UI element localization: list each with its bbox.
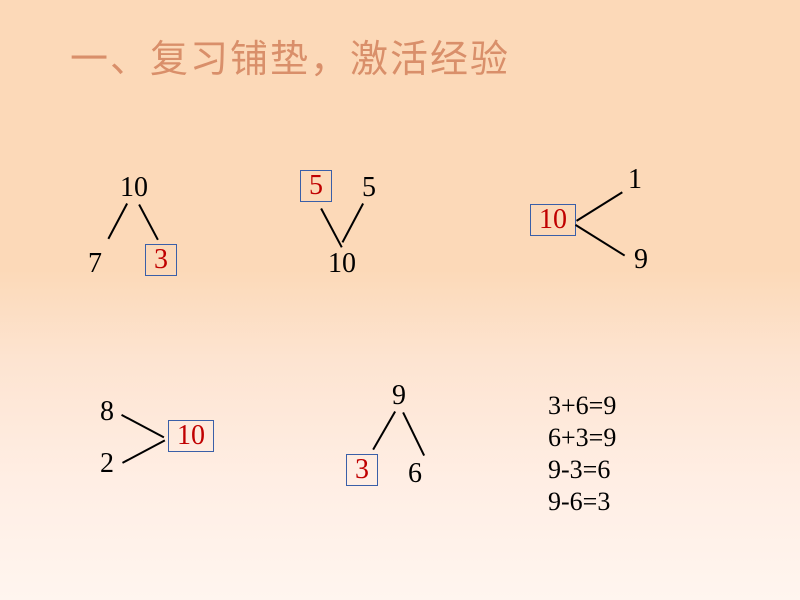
diagram-line bbox=[373, 411, 396, 450]
diagram-number: 8 bbox=[100, 396, 114, 428]
diagram-number: 7 bbox=[88, 248, 102, 280]
diagram-number: 5 bbox=[300, 170, 332, 202]
diagram-line bbox=[122, 439, 165, 463]
diagram-number: 6 bbox=[408, 458, 422, 490]
diagram-line bbox=[342, 203, 364, 243]
diagram-number: 3 bbox=[346, 454, 378, 486]
diagram-number: 2 bbox=[100, 448, 114, 480]
diagram-number: 5 bbox=[362, 172, 376, 204]
diagram-number: 10 bbox=[120, 172, 148, 204]
equations-block: 3+6=9 6+3=9 9-3=6 9-6=3 bbox=[548, 390, 616, 518]
diagram-number: 3 bbox=[145, 244, 177, 276]
equation-line: 6+3=9 bbox=[548, 422, 616, 454]
equation-line: 3+6=9 bbox=[548, 390, 616, 422]
diagram-line bbox=[321, 208, 343, 248]
diagram-line bbox=[139, 204, 159, 240]
diagram-line bbox=[121, 414, 164, 438]
equation-line: 9-3=6 bbox=[548, 454, 616, 486]
diagram-line bbox=[108, 203, 128, 239]
equation-line: 9-6=3 bbox=[548, 486, 616, 518]
diagram-line bbox=[575, 224, 625, 256]
diagram-number: 10 bbox=[168, 420, 214, 452]
diagram-number: 9 bbox=[392, 380, 406, 412]
page-title: 一、复习铺垫，激活经验 bbox=[70, 28, 510, 83]
diagram-line bbox=[403, 412, 425, 456]
diagram-number: 10 bbox=[530, 204, 576, 236]
diagram-number: 9 bbox=[634, 244, 648, 276]
diagram-number: 1 bbox=[628, 164, 642, 196]
diagram-number: 10 bbox=[328, 248, 356, 280]
diagram-line bbox=[576, 191, 623, 221]
